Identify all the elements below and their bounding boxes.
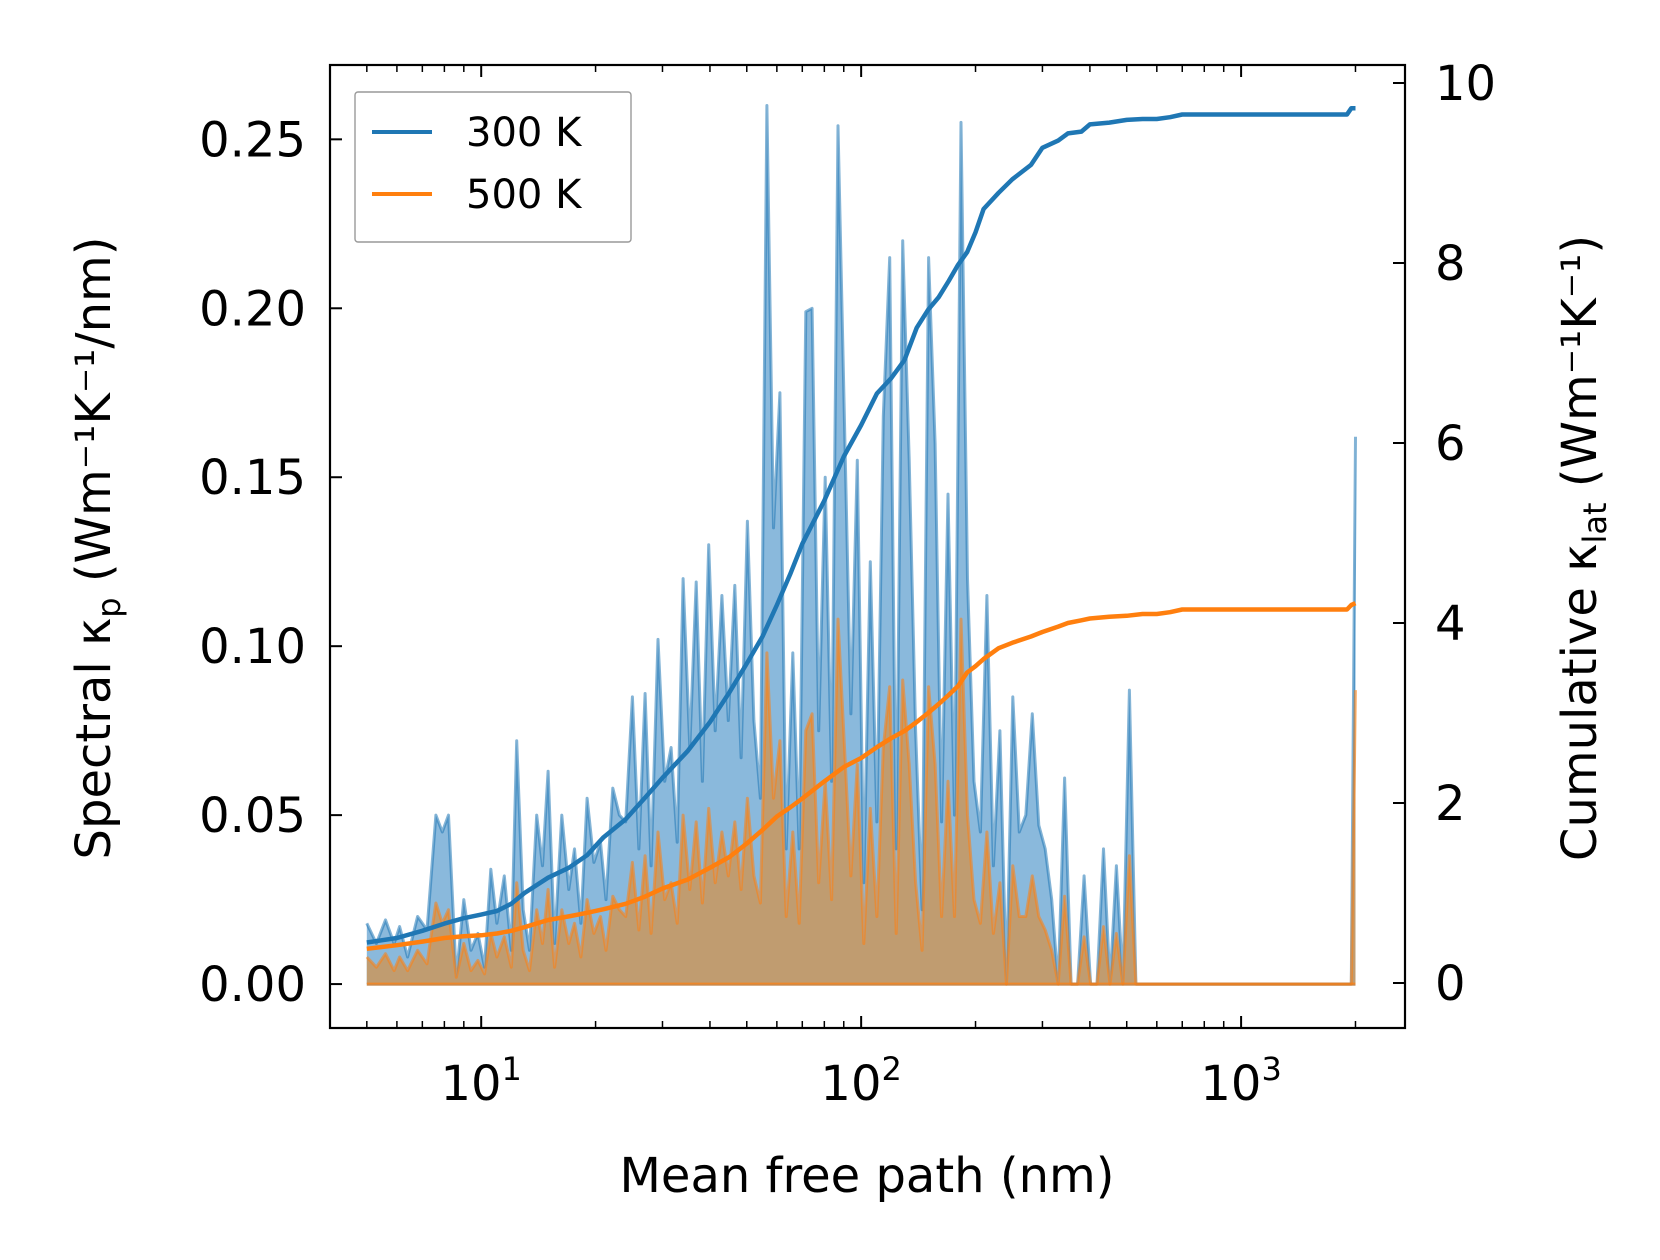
right-y-tick-label: 2 bbox=[1435, 776, 1466, 832]
left-y-label-units: (Wm⁻¹K⁻¹/nm) bbox=[66, 237, 122, 598]
left-y-axis-label: Spectral κp (Wm⁻¹K⁻¹/nm) bbox=[66, 237, 128, 860]
left-y-tick-label: 0.15 bbox=[199, 450, 306, 506]
x-tick-label: 101 bbox=[440, 1050, 521, 1112]
legend-label-300k: 300 K bbox=[466, 110, 583, 156]
x-tick-label: 102 bbox=[820, 1050, 901, 1112]
legend: 300 K 500 K bbox=[354, 91, 632, 243]
left-y-tick-label: 0.00 bbox=[199, 957, 306, 1013]
right-y-label-main: Cumulative κ bbox=[1552, 544, 1608, 862]
cumulative-line-300k bbox=[366, 105, 1356, 945]
left-y-tick-label: 0.05 bbox=[199, 788, 306, 844]
ticks-layer: 0.00 0.05 0.10 0.15 0.20 0.25 0 2 4 6 8 10 101 102 103 bbox=[199, 56, 1496, 1112]
left-y-label-sub: p bbox=[90, 597, 128, 617]
plot-frame bbox=[328, 63, 1407, 1030]
right-y-axis-label: Cumulative κlat (Wm⁻¹K⁻¹) bbox=[1552, 235, 1614, 861]
spectral-area-300k bbox=[366, 105, 1356, 985]
right-y-tick-label: 4 bbox=[1435, 596, 1466, 652]
left-y-label-main: Spectral κ bbox=[66, 618, 122, 860]
left-y-tick-label: 0.10 bbox=[199, 619, 306, 675]
cumulative-line-500k bbox=[366, 601, 1357, 952]
left-y-tick-label: 0.20 bbox=[199, 281, 306, 337]
spectral-line-500k bbox=[365, 617, 1357, 986]
x-tick-label: 103 bbox=[1200, 1050, 1281, 1112]
left-y-tick-label: 0.25 bbox=[199, 112, 306, 168]
right-y-label-units: (Wm⁻¹K⁻¹) bbox=[1552, 235, 1608, 503]
right-y-label-sub: lat bbox=[1576, 503, 1614, 544]
right-y-tick-label: 6 bbox=[1435, 416, 1466, 472]
legend-label-500k: 500 K bbox=[466, 172, 583, 218]
legend-box bbox=[354, 91, 632, 243]
right-y-tick-label: 0 bbox=[1435, 956, 1466, 1012]
x-axis-label: Mean free path (nm) bbox=[620, 1148, 1115, 1204]
right-y-tick-label: 8 bbox=[1435, 236, 1466, 292]
right-y-tick-label: 10 bbox=[1435, 56, 1496, 112]
series-layer bbox=[365, 104, 1357, 986]
